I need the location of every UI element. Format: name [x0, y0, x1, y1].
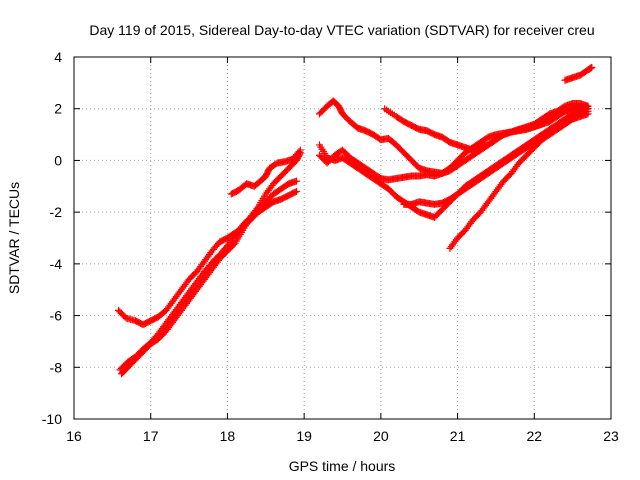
x-tick-labels: 16 17 18 19 20 21 22 23 [66, 428, 619, 444]
x-tick-label: 17 [143, 428, 159, 444]
y-tick-label: -8 [50, 359, 63, 375]
y-tick-label: -4 [50, 256, 63, 272]
data-point [292, 187, 300, 195]
x-tick-label: 23 [603, 428, 619, 444]
series-arc-8 [315, 100, 592, 184]
y-tick-label: -2 [50, 204, 63, 220]
series-arc-4 [227, 146, 304, 198]
series-arc-1 [114, 187, 300, 329]
y-axis-label: SDTVAR / TECUs [6, 182, 22, 294]
data-point [291, 188, 299, 196]
y-tick-label: 2 [54, 101, 62, 117]
data-point [292, 177, 300, 185]
y-tick-labels: -10 -8 -6 -4 -2 0 2 4 [42, 49, 62, 427]
y-tick-label: 0 [54, 152, 62, 168]
data-point [295, 148, 303, 156]
series-arc-10 [446, 107, 592, 252]
x-axis-label: GPS time / hours [289, 458, 396, 474]
series-arc-3 [118, 149, 304, 378]
data-point [584, 107, 592, 115]
data-markers [114, 63, 596, 378]
x-tick-label: 21 [450, 428, 466, 444]
axis-ticks [73, 56, 612, 420]
data-point [296, 146, 304, 154]
x-tick-label: 20 [373, 428, 389, 444]
y-tick-label: 4 [54, 49, 62, 65]
data-point [253, 205, 261, 213]
x-tick-label: 22 [526, 428, 542, 444]
data-point [588, 63, 596, 71]
y-tick-label: -10 [42, 411, 62, 427]
x-tick-label: 16 [66, 428, 82, 444]
x-tick-label: 18 [220, 428, 236, 444]
chart-title: Day 119 of 2015, Sidereal Day-to-day VTE… [89, 22, 594, 38]
y-tick-label: -6 [50, 308, 63, 324]
plot-frame [73, 56, 612, 420]
x-tick-label: 19 [296, 428, 312, 444]
series-arc-11 [561, 63, 596, 84]
